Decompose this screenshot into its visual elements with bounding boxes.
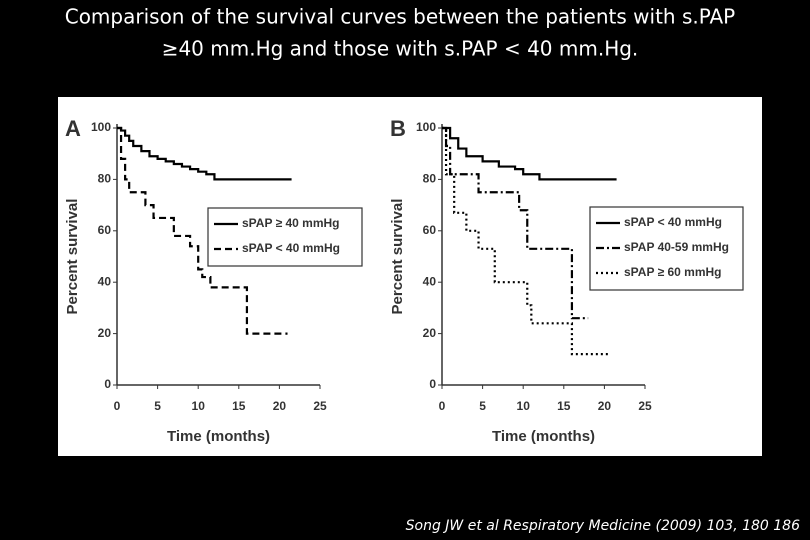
x-tick-label: 25: [638, 399, 652, 413]
slide-title: ≥40 mm.Hg and those with s.PAP < 40 mm.H…: [162, 37, 639, 61]
x-tick-label: 15: [232, 399, 246, 413]
x-tick-label: 10: [517, 399, 531, 413]
x-axis-label: Time (months): [492, 428, 595, 445]
x-tick-label: 20: [598, 399, 612, 413]
y-tick-label: 80: [98, 172, 112, 186]
y-axis-label: Percent survival: [389, 199, 406, 315]
survival-curve: [117, 126, 292, 181]
legend-label: sPAP ≥ 40 mmHg: [242, 216, 340, 230]
y-tick-label: 40: [98, 274, 112, 288]
survival-curve: [117, 126, 288, 335]
y-tick-label: 20: [423, 326, 437, 340]
x-tick-label: 25: [313, 399, 327, 413]
x-axis-label: Time (months): [167, 428, 270, 445]
x-tick-label: 20: [273, 399, 287, 413]
x-tick-label: 5: [479, 399, 486, 413]
legend-box: [207, 207, 363, 267]
legend-label: sPAP < 40 mmHg: [242, 241, 340, 255]
x-tick-label: 5: [154, 399, 161, 413]
x-tick-label: 15: [557, 399, 571, 413]
y-tick-label: 100: [91, 120, 111, 134]
slide-title: Comparison of the survival curves betwee…: [65, 5, 736, 29]
y-tick-label: 60: [98, 223, 112, 237]
y-tick-label: 20: [98, 326, 112, 340]
citation: Song JW et al Respiratory Medicine (2009…: [406, 518, 800, 534]
panel-letter: B: [390, 116, 406, 141]
legend-label: sPAP < 40 mmHg: [624, 215, 722, 229]
y-tick-label: 60: [423, 223, 437, 237]
y-tick-label: 0: [104, 377, 111, 391]
y-axis-label: Percent survival: [64, 199, 81, 315]
x-tick-label: 10: [192, 399, 206, 413]
y-tick-label: 40: [423, 274, 437, 288]
survival-curve: [442, 126, 589, 320]
survival-curve: [442, 126, 617, 181]
panel-letter: A: [65, 116, 81, 141]
y-tick-label: 80: [423, 172, 437, 186]
x-tick-label: 0: [114, 399, 121, 413]
x-tick-label: 0: [439, 399, 446, 413]
legend-label: sPAP 40-59 mmHg: [624, 240, 729, 254]
y-tick-label: 100: [416, 120, 436, 134]
legend-label: sPAP ≥ 60 mmHg: [624, 265, 722, 279]
y-tick-label: 0: [429, 377, 436, 391]
survival-curve: [442, 126, 609, 356]
